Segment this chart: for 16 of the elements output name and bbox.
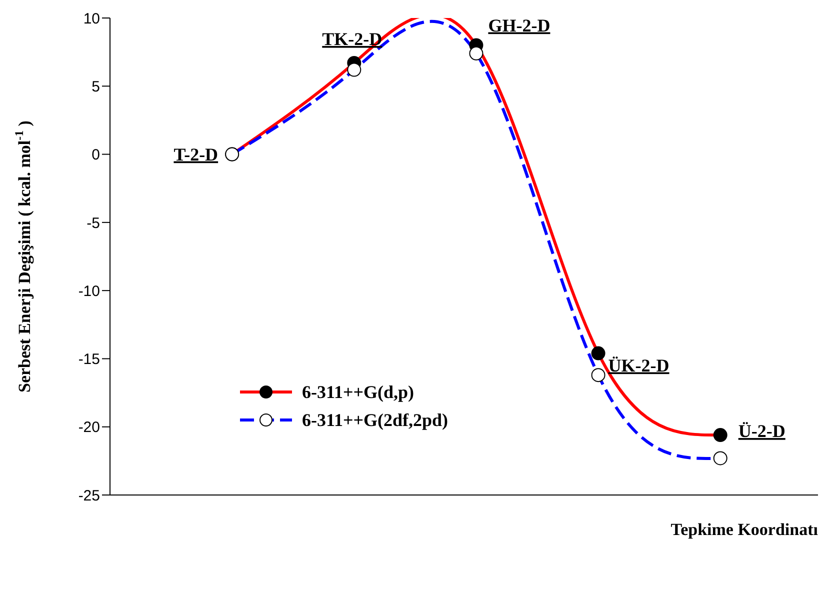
- legend-label: 6-311++G(d,p): [302, 382, 414, 402]
- x-axis-title: Tepkime Koordinatı: [670, 520, 818, 539]
- y-tick-label: -5: [86, 214, 100, 232]
- y-tick-label: 5: [92, 78, 100, 96]
- y-tick-label: -10: [78, 282, 100, 300]
- y-tick-label: 10: [83, 10, 100, 28]
- legend-label: 6-311++G(2df,2pd): [302, 410, 448, 430]
- annotation: GH-2-D: [488, 15, 550, 36]
- annotation: TK-2-D: [322, 28, 382, 49]
- annotation: Ü-2-D: [738, 421, 786, 442]
- y-tick-label: -15: [78, 351, 100, 368]
- y-tick-label: 0: [92, 146, 100, 164]
- annotation: T-2-D: [174, 144, 218, 164]
- annotation: ÜK-2-D: [608, 355, 670, 376]
- y-tick-label: -20: [78, 419, 100, 436]
- y-tick-label: -25: [78, 487, 100, 504]
